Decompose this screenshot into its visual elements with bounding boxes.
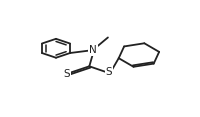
- Text: N: N: [89, 45, 97, 55]
- Text: S: S: [105, 67, 112, 77]
- Text: S: S: [63, 69, 70, 79]
